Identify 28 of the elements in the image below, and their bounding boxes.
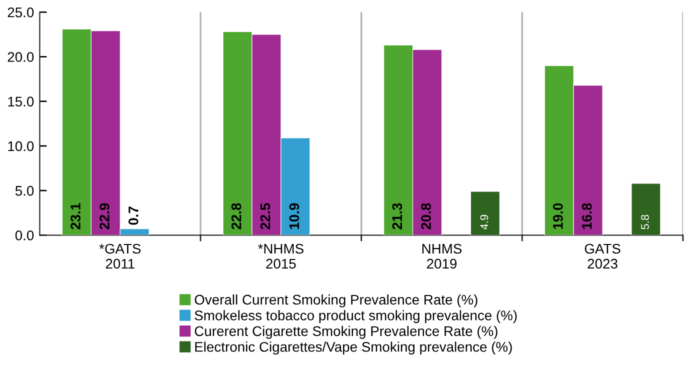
y-tick-label: 0.0 [15,230,34,240]
bar [470,191,500,236]
data-label: 5.8 [641,214,649,230]
x-tick-label: GATS 2023 [584,244,620,269]
x-tick-label: *NHMS 2015 [258,244,304,269]
data-label: 22.5 [260,203,270,230]
x-tick-label: NHMS 2019 [422,244,462,269]
y-tick-label: 10.0 [8,141,34,152]
data-label: 22.9 [100,203,110,230]
y-tick-label: 5.0 [15,186,34,196]
bar [631,183,661,236]
y-tick-label: 15.0 [8,96,34,107]
legend-label: Electronic Cigarettes/Vape Smoking prevalence (%) [195,342,512,355]
data-label: 19.0 [553,203,563,229]
data-label: 21.3 [392,203,402,230]
y-tick-label: 20.0 [8,52,34,62]
x-tick-label: *GATS 2011 [99,244,141,269]
data-label: 0.7 [128,206,138,225]
legend-label: Overall Current Smoking Prevalence Rate (%) [194,294,478,308]
data-label: 4.9 [480,214,488,230]
legend-label: Smokeless tobacco product smoking prevalence (%) [194,310,517,324]
data-label: 16.8 [582,203,592,229]
data-label: 23.1 [70,203,80,230]
data-label: 20.8 [421,203,431,230]
data-label: 22.8 [231,203,242,230]
y-tick-label: 25.0 [8,7,34,18]
legend-label: Curerent Cigarette Smoking Prevalence Rate (%) [194,326,498,339]
data-label: 10.9 [289,203,300,229]
